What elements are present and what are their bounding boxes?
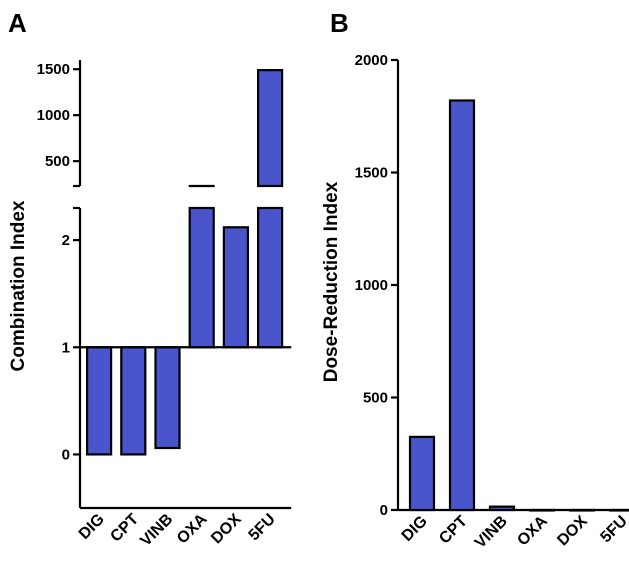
panel-a-ytick-label: 0 bbox=[62, 446, 70, 463]
panel-a-bar-5fu-upper bbox=[257, 69, 284, 188]
panel-b-bar-oxa bbox=[528, 508, 556, 512]
panel-a-xtick-label: DIG bbox=[76, 511, 108, 543]
panel-b-ytick-label: 1500 bbox=[355, 165, 388, 182]
panel-a-xtick-label: DOX bbox=[208, 511, 245, 548]
panel-a-ytick-label: 1500 bbox=[37, 61, 70, 78]
panel-b-ytick-label: 1000 bbox=[355, 277, 388, 294]
panel-b-xtick-label: 5FU bbox=[597, 513, 629, 546]
panel-a-bar-5fu bbox=[257, 206, 284, 349]
panel-b-xtick-label: OXA bbox=[514, 512, 551, 549]
panel-b-bar-5fu bbox=[608, 508, 629, 512]
panel-b-xtick-label: VINB bbox=[472, 513, 511, 552]
panel-b-ytick-label: 2000 bbox=[355, 52, 388, 69]
panel-a-bar-dox bbox=[222, 226, 249, 349]
panel-b-bar-cpt bbox=[448, 99, 476, 512]
panel-a-bar-vinb bbox=[154, 346, 181, 450]
panel-a-bar-cpt bbox=[120, 346, 147, 456]
panel-a-bar-oxa bbox=[188, 206, 215, 349]
panel-b-bar-dox bbox=[568, 508, 596, 512]
panel-a-ytick-label: 1000 bbox=[37, 107, 70, 124]
panel-b-xtick-label: DOX bbox=[554, 513, 591, 550]
panel-b-xtick-label: DIG bbox=[399, 513, 431, 545]
panel-b-bar-dig bbox=[408, 435, 436, 512]
panel-b-ytick-label: 0 bbox=[380, 502, 388, 519]
panel-a-xtick-label: CPT bbox=[107, 511, 142, 546]
panel-a-ytick-label: 500 bbox=[45, 153, 70, 170]
panel-a-xtick-label: OXA bbox=[174, 510, 211, 547]
panel-a-label: A bbox=[8, 8, 27, 38]
panel-b-ylabel: Dose-Reduction Index bbox=[321, 181, 342, 382]
panel-b-label: B bbox=[330, 8, 349, 38]
panel-a-ytick-label: 1 bbox=[62, 339, 70, 356]
panel-a-bar-dig bbox=[85, 346, 113, 456]
panel-a-ytick-label: 2 bbox=[62, 232, 70, 249]
panel-b-ytick-label: 500 bbox=[363, 390, 388, 407]
panel-a-ylabel: Combination Index bbox=[8, 200, 29, 371]
panel-b-xtick-label: CPT bbox=[436, 513, 471, 548]
panel-a-xtick-label: VINB bbox=[137, 511, 176, 550]
panel-b-chart: 0 500 1000 1500 2000 DIG CPT VINB OXA DOX 5FU bbox=[355, 52, 629, 552]
panel-b-bar-vinb bbox=[488, 505, 516, 512]
panel-a-xtick-label: 5FU bbox=[246, 511, 279, 544]
